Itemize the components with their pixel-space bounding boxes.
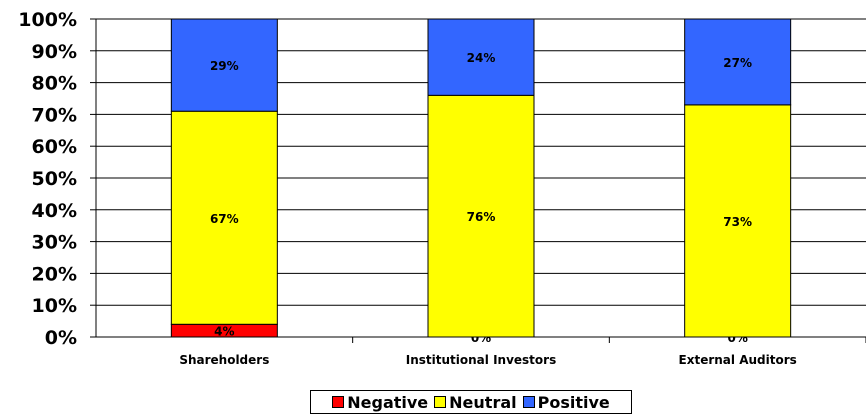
- y-tick-label-1: 10%: [32, 295, 77, 317]
- data-label-negative-0: 4%: [214, 325, 234, 339]
- x-tick-label-1: Institutional Investors: [406, 353, 556, 367]
- y-tick-label-6: 60%: [32, 136, 77, 158]
- bar-neutral-2: [684, 104, 792, 338]
- legend-label-positive: Positive: [537, 392, 610, 412]
- y-tick-label-3: 30%: [32, 232, 77, 254]
- bar-positive-0: [170, 18, 278, 112]
- legend-item-neutral: Neutral: [434, 392, 517, 412]
- y-tick-label-8: 80%: [32, 73, 77, 95]
- data-label-positive-1: 24%: [467, 51, 496, 65]
- y-tick-label-9: 90%: [32, 41, 77, 63]
- legend-label-negative: Negative: [347, 392, 429, 412]
- bar-positive-1: [427, 18, 535, 96]
- y-tick-label-4: 40%: [32, 200, 77, 222]
- legend-swatch-negative: [332, 396, 345, 408]
- x-tick-label-2: External Auditors: [679, 353, 797, 367]
- data-label-neutral-0: 67%: [210, 212, 239, 226]
- legend-swatch-neutral: [434, 396, 447, 408]
- legend: Negative Neutral Positive: [310, 390, 632, 414]
- data-label-neutral-1: 76%: [467, 210, 496, 224]
- y-tick-label-7: 70%: [32, 104, 77, 126]
- legend-label-neutral: Neutral: [449, 392, 517, 412]
- data-label-positive-2: 27%: [723, 56, 752, 70]
- legend-item-negative: Negative: [332, 393, 428, 412]
- data-label-positive-0: 29%: [210, 59, 239, 73]
- bar-neutral-1: [427, 94, 535, 338]
- data-label-neutral-2: 73%: [723, 215, 752, 229]
- x-tick-label-0: Shareholders: [179, 353, 269, 367]
- bar-neutral-0: [170, 110, 278, 325]
- y-tick-label-5: 50%: [32, 168, 77, 190]
- bar-positive-2: [684, 18, 792, 106]
- legend-item-positive: Positive: [522, 392, 610, 412]
- legend-swatch-positive: [522, 396, 535, 408]
- y-tick-label-0: 0%: [45, 327, 77, 349]
- y-tick-label-2: 20%: [32, 263, 77, 285]
- y-tick-label-10: 100%: [18, 9, 77, 31]
